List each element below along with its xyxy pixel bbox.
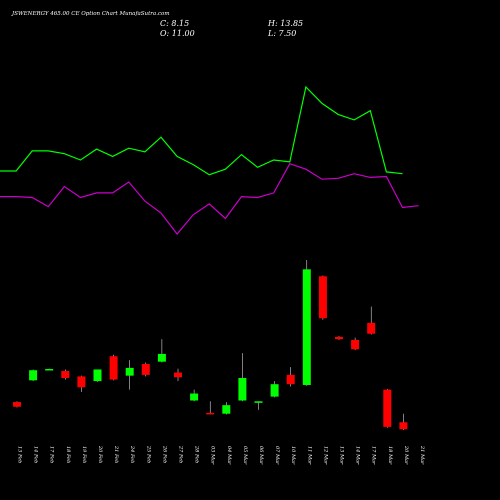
x-tick-label: 12 Mar xyxy=(322,446,328,465)
candle-body-up xyxy=(45,368,54,371)
x-tick-label: 21 Feb xyxy=(113,445,119,463)
close-value: C: 8.15 xyxy=(160,19,189,28)
x-tick-label: 06 Mar xyxy=(258,446,264,465)
x-tick-label: 24 Feb xyxy=(129,445,135,463)
candle-body-up xyxy=(157,353,166,362)
x-tick-label: 17 Mar xyxy=(371,446,377,465)
candle xyxy=(141,362,150,377)
candle-body-down xyxy=(206,412,215,415)
x-tick-label: 13 Mar xyxy=(339,446,345,465)
x-tick-label: 25 Feb xyxy=(145,445,151,463)
candle xyxy=(367,306,376,335)
x-tick-label: 27 Feb xyxy=(178,445,184,463)
candle-body-up xyxy=(190,393,199,401)
x-tick-label: 11 Mar xyxy=(306,446,312,465)
candle-body-down xyxy=(174,372,182,378)
candle xyxy=(238,353,247,402)
candle xyxy=(399,413,408,430)
candle-body-up xyxy=(238,377,247,401)
candle-body-down xyxy=(13,402,21,407)
candle xyxy=(286,367,295,387)
x-tick-label: 20 Mar xyxy=(403,445,409,465)
x-tick-label: 03 Mar xyxy=(210,446,216,465)
candle-body-up xyxy=(254,401,263,403)
x-tick-label: 26 Feb xyxy=(161,445,167,463)
x-tick-label: 21 Mar xyxy=(419,445,425,465)
candle-body-down xyxy=(141,364,150,375)
indicator-lines xyxy=(0,85,419,235)
candle xyxy=(61,369,70,380)
candle xyxy=(125,360,134,390)
candle-body-down xyxy=(383,389,392,427)
x-tick-label: 18 Mar xyxy=(387,446,393,465)
candle xyxy=(222,402,231,415)
x-tick-label: 20 Feb xyxy=(97,445,103,463)
candle xyxy=(254,401,263,410)
candle-body-down xyxy=(77,376,86,388)
candle-body-up xyxy=(222,405,231,414)
candle-body-down xyxy=(335,336,343,340)
candle-body-down xyxy=(109,356,118,380)
x-tick-label: 19 Feb xyxy=(81,446,87,463)
candle xyxy=(302,260,311,386)
candle xyxy=(29,369,38,382)
candle xyxy=(157,339,166,363)
candle xyxy=(45,368,54,371)
candle xyxy=(383,388,392,428)
candle-body-up xyxy=(125,367,134,376)
candles xyxy=(13,260,408,430)
candle xyxy=(206,401,215,415)
candle xyxy=(351,337,360,351)
candle-body-down xyxy=(318,276,327,319)
candle-body-up xyxy=(29,370,38,381)
x-tick-label: 14 Feb xyxy=(33,446,39,463)
candle-body-down xyxy=(399,422,408,430)
low-value: L: 7.50 xyxy=(267,29,296,38)
x-tick-label: 18 Feb xyxy=(65,446,71,463)
candle-body-down xyxy=(61,371,70,378)
candle xyxy=(335,336,343,340)
candle xyxy=(318,275,327,320)
candle xyxy=(93,369,102,382)
x-tick-label: 07 Mar xyxy=(274,446,280,465)
candle-body-up xyxy=(270,384,279,397)
chart-title: JSWENERGY 465.00 CE Option Chart MunafaS… xyxy=(11,11,170,17)
x-tick-label: 14 Mar xyxy=(355,446,361,465)
indicator-line-green xyxy=(0,85,403,176)
x-tick-label: 13 Feb xyxy=(17,446,23,463)
open-value: O: 11.00 xyxy=(160,29,195,38)
candle-body-down xyxy=(351,339,360,350)
candle xyxy=(174,368,182,382)
x-tick-label: 28 Feb xyxy=(194,445,200,463)
x-tick-label: 17 Feb xyxy=(49,446,55,463)
x-tick-label: 10 Mar xyxy=(290,446,296,465)
x-tick-label: 05 Mar xyxy=(242,446,248,465)
candle xyxy=(270,381,279,398)
candle xyxy=(77,375,86,392)
candle xyxy=(13,401,21,408)
candle-body-up xyxy=(302,269,311,385)
indicator-line-magenta xyxy=(0,162,419,235)
candle-body-down xyxy=(286,374,295,385)
x-axis-ticks: 13 Feb 14 Feb 17 Feb 18 Feb 19 Feb 20 Feb 21 F… xyxy=(17,445,426,465)
candle-body-up xyxy=(93,369,102,382)
candle xyxy=(109,354,118,381)
x-tick-label: 04 Mar xyxy=(226,446,232,465)
candle-body-down xyxy=(367,322,376,334)
high-value: H: 13.85 xyxy=(267,19,303,28)
candle xyxy=(190,389,199,402)
